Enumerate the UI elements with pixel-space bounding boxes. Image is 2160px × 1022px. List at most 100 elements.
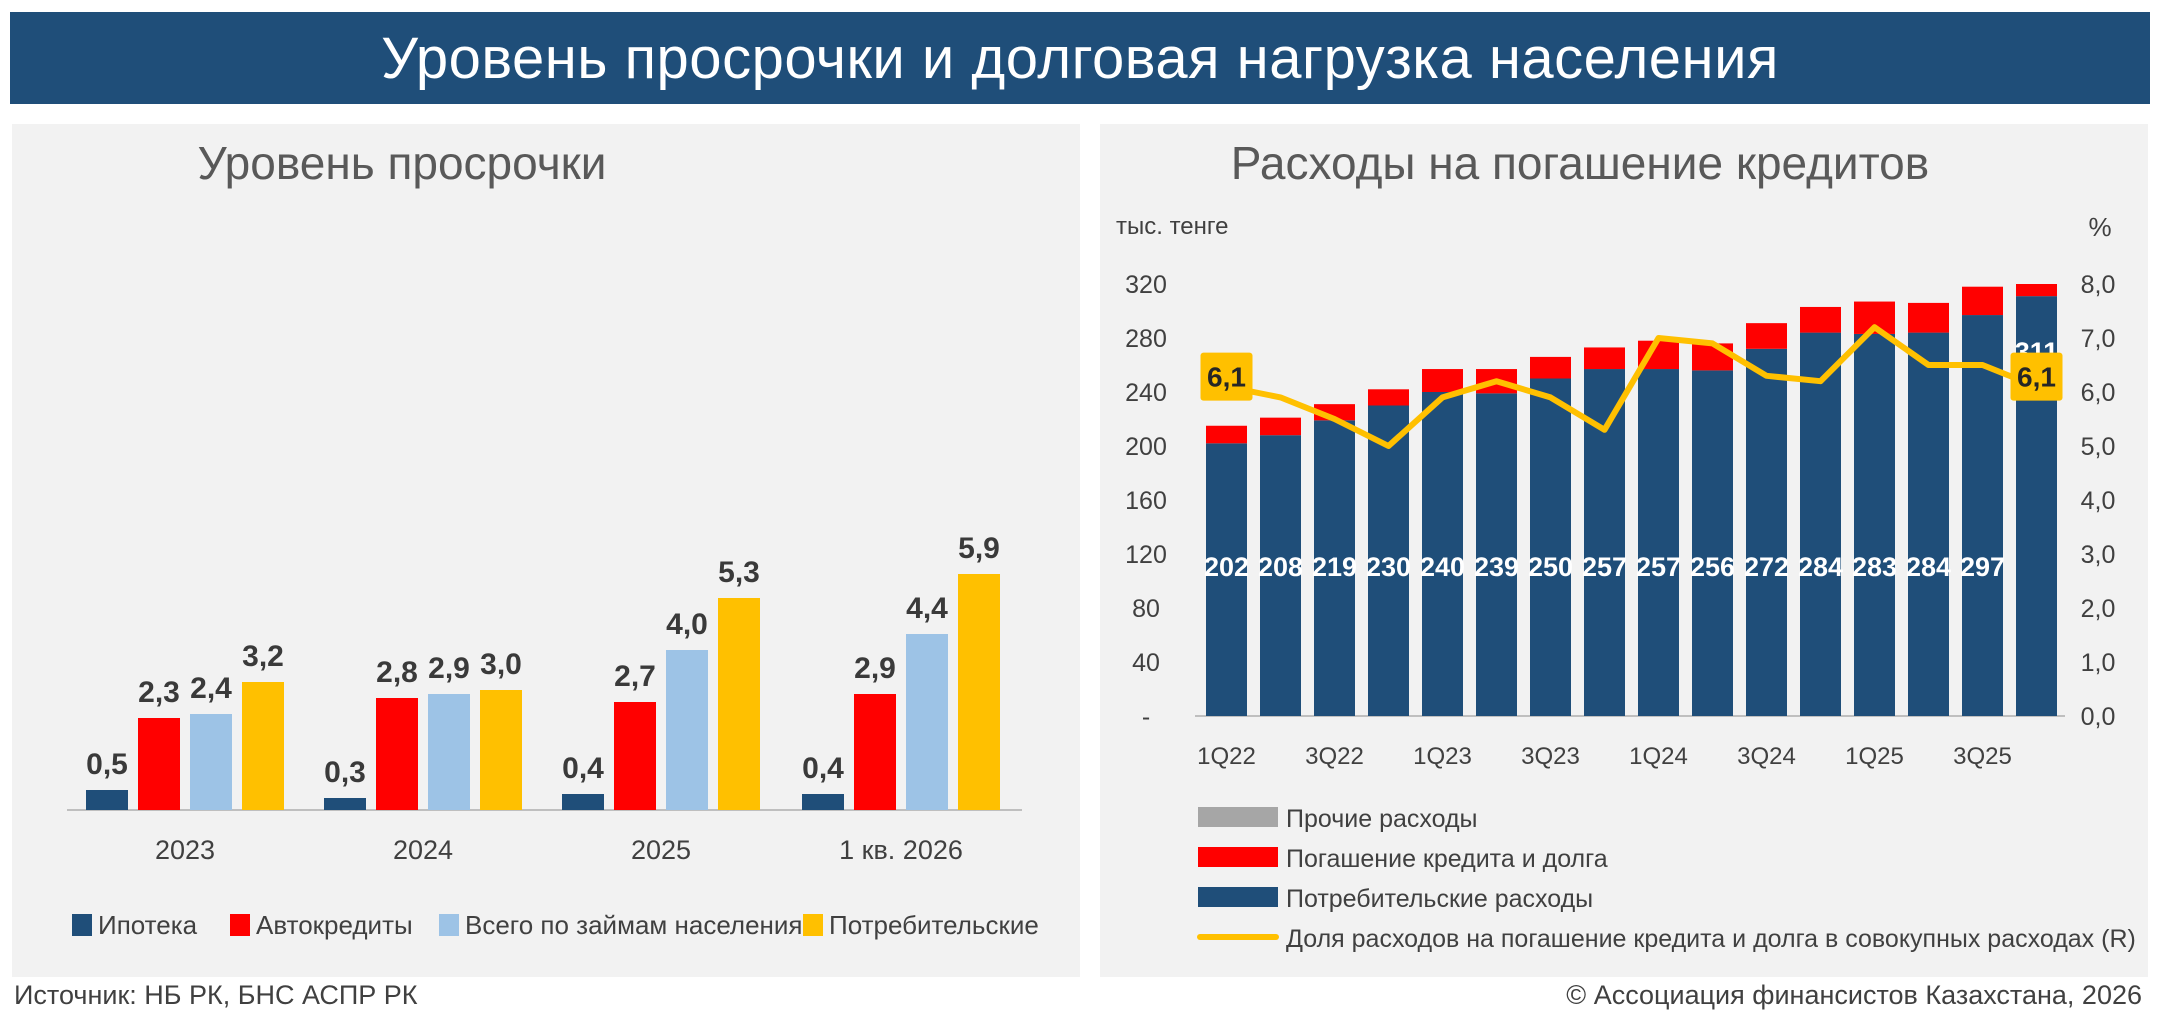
chart-title: Уровень просрочки xyxy=(198,137,607,189)
data-label: 0,3 xyxy=(324,756,366,789)
legend-label: Ипотека xyxy=(98,910,198,940)
data-label: 2,7 xyxy=(614,660,656,693)
x-tick-label: 2024 xyxy=(393,835,453,865)
legend-label: Потребительские расходы xyxy=(1286,885,1593,913)
legend-label: Потребительские xyxy=(829,910,1039,940)
data-label: 5,9 xyxy=(958,532,1000,565)
legend-item: Потребительские xyxy=(803,910,1039,940)
legend-item: Автокредиты xyxy=(230,910,413,940)
y2-axis-label: % xyxy=(2088,212,2111,242)
data-label: 0,4 xyxy=(802,752,844,785)
data-label: 4,4 xyxy=(906,592,948,625)
legend-item: Всего по займам населения xyxy=(439,910,803,940)
callout-label: 6,1 xyxy=(2017,362,2056,393)
data-label: 219 xyxy=(1312,552,1357,582)
data-label: 0,4 xyxy=(562,752,604,785)
data-label: 257 xyxy=(1582,552,1627,582)
data-label: 202 xyxy=(1204,552,1249,582)
data-label: 256 xyxy=(1690,552,1735,582)
bar xyxy=(480,690,522,810)
legend-item: Ипотека xyxy=(72,910,198,940)
data-label: 3,2 xyxy=(242,640,284,673)
loan-expenses-chart-panel: Расходы на погашение кредитов тыс. тенге%… xyxy=(1100,124,2148,977)
bar-repayment xyxy=(1962,286,2003,316)
bar-repayment xyxy=(1368,389,1409,406)
data-label: 208 xyxy=(1258,552,1303,582)
bar xyxy=(802,794,844,810)
overdue-chart: Уровень просрочки 0,5 2,3 2,4 3,2 2023 0,3 2,8 2… xyxy=(67,137,1039,940)
y-tick-label: 120 xyxy=(1125,541,1167,569)
y2-tick-label: 8,0 xyxy=(2081,271,2116,299)
point-callout: 6,1 xyxy=(2010,352,2063,401)
legend-label: Погашение кредита и долга xyxy=(1286,845,1608,873)
legend-item: Потребительские расходы xyxy=(1198,885,1593,913)
bar-repayment xyxy=(1800,306,1841,333)
y-tick-label: - xyxy=(1142,703,1150,731)
bar-spending xyxy=(1962,315,2003,716)
data-label: 230 xyxy=(1366,552,1411,582)
y-tick-label: 320 xyxy=(1125,271,1167,299)
bar-spending xyxy=(1746,348,1787,716)
copyright-note: © Ассоциация финансистов Казахстана, 202… xyxy=(1566,980,2142,1010)
x-tick-label: 1 кв. 2026 xyxy=(839,835,963,865)
overdue-chart-panel: Уровень просрочки 0,5 2,3 2,4 3,2 2023 0,3 2,8 2… xyxy=(12,124,1080,977)
legend-item: Доля расходов на погашение кредита и дол… xyxy=(1197,925,2136,953)
bar xyxy=(854,694,896,810)
bar xyxy=(138,718,180,810)
bar-spending xyxy=(1800,332,1841,716)
x-tick-label: 3Q22 xyxy=(1305,743,1364,770)
chart-title: Расходы на погашение кредитов xyxy=(1231,137,1929,189)
legend-label: Автокредиты xyxy=(256,910,413,940)
bar-spending xyxy=(1206,443,1247,716)
data-label: 297 xyxy=(1960,552,2005,582)
x-tick-label: 3Q24 xyxy=(1737,743,1796,770)
legend-swatch xyxy=(1198,807,1278,827)
data-label: 284 xyxy=(1906,552,1951,582)
bar-repayment xyxy=(1746,323,1787,349)
data-label: 2,9 xyxy=(428,652,470,685)
legend-label: Доля расходов на погашение кредита и дол… xyxy=(1286,925,2136,953)
y-axis-label: тыс. тенге xyxy=(1116,213,1228,240)
y2-tick-label: 5,0 xyxy=(2081,433,2116,461)
y2-tick-label: 2,0 xyxy=(2081,595,2116,623)
bar-spending xyxy=(1476,393,1517,716)
legend-label: Прочие расходы xyxy=(1286,805,1478,833)
y-tick-label: 160 xyxy=(1125,487,1167,515)
x-tick-label: 3Q25 xyxy=(1953,743,2012,770)
y2-tick-label: 6,0 xyxy=(2081,379,2116,407)
legend-swatch xyxy=(803,914,823,936)
legend-item: Прочие расходы xyxy=(1198,805,1478,833)
bar xyxy=(666,650,708,810)
data-label: 2,8 xyxy=(376,656,418,689)
bar xyxy=(376,698,418,810)
callout-box xyxy=(2010,352,2063,401)
bar xyxy=(562,794,604,810)
bar-spending xyxy=(1854,333,1895,716)
bar-spending xyxy=(1638,369,1679,716)
bar xyxy=(324,798,366,810)
data-label: 239 xyxy=(1474,552,1519,582)
bar xyxy=(86,790,128,810)
y2-tick-label: 1,0 xyxy=(2081,649,2116,677)
bar xyxy=(190,714,232,810)
bar-repayment xyxy=(1422,369,1463,392)
bar xyxy=(614,702,656,810)
bar-spending xyxy=(1908,332,1949,716)
bar-spending xyxy=(1692,370,1733,716)
y-tick-label: 240 xyxy=(1125,379,1167,407)
source-note: Источник: НБ РК, БНС АСПР РК xyxy=(14,980,418,1010)
y2-tick-label: 4,0 xyxy=(2081,487,2116,515)
bar-repayment xyxy=(1206,425,1247,444)
data-label: 257 xyxy=(1636,552,1681,582)
bar-repayment xyxy=(1692,343,1733,371)
x-tick-label: 1Q22 xyxy=(1197,743,1256,770)
x-tick-label: 2025 xyxy=(631,835,691,865)
bar-spending xyxy=(1530,378,1571,716)
y-tick-label: 200 xyxy=(1125,433,1167,461)
y2-tick-label: 7,0 xyxy=(2081,325,2116,353)
data-label: 284 xyxy=(1798,552,1843,582)
data-label: 5,3 xyxy=(718,556,760,589)
bar-spending xyxy=(1260,435,1301,716)
bar xyxy=(718,598,760,810)
